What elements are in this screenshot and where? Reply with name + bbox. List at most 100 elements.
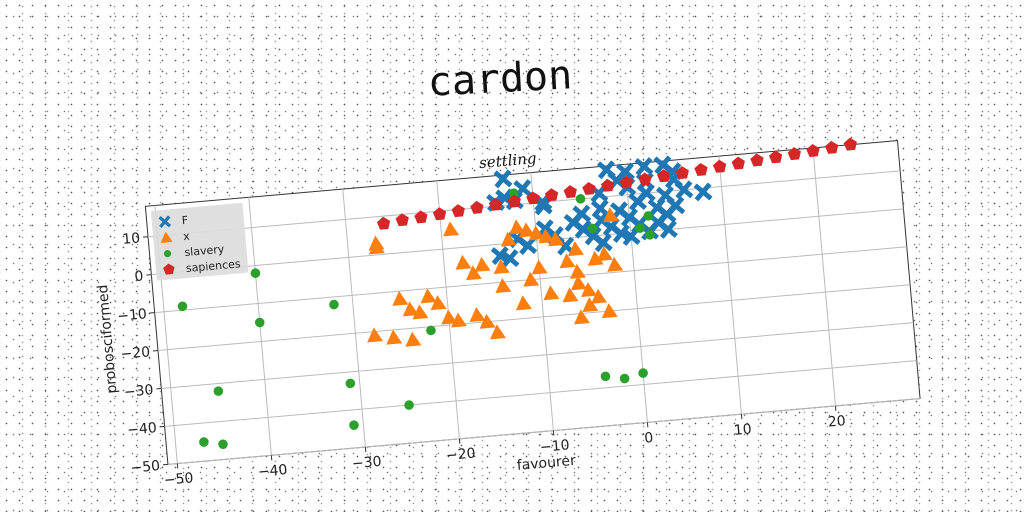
- data-point-x: [479, 313, 496, 329]
- data-point-x: [528, 225, 545, 241]
- data-point-sapiences: [806, 144, 820, 157]
- data-point-x: [581, 281, 597, 297]
- data-point-sapiences: [526, 191, 540, 205]
- x-tick-label: −30: [351, 454, 382, 473]
- x-grid-line: [342, 189, 366, 448]
- data-point-slavery: [635, 223, 645, 233]
- legend-marker-F: [158, 215, 172, 229]
- data-point-F: [500, 249, 520, 269]
- data-point-slavery: [619, 373, 630, 384]
- data-point-F: [596, 160, 616, 180]
- data-point-x: [500, 231, 517, 247]
- data-point-slavery: [349, 420, 359, 430]
- data-point-sapiences: [768, 150, 783, 164]
- plot-area: −50 −40 −30 −20 −10 0 10 20 −50 −40 −30 −20 −10 0 10 s…: [95, 137, 921, 489]
- data-point-sapiences: [582, 181, 596, 195]
- y-grid-line: [167, 398, 921, 465]
- data-point-slavery: [329, 299, 339, 310]
- data-point-x: [368, 239, 385, 255]
- x-tick-label: −20: [445, 446, 476, 465]
- data-point-x: [591, 288, 608, 304]
- data-point-x: [441, 309, 458, 325]
- data-point-sapiences: [451, 204, 465, 218]
- data-point-sapiences: [563, 185, 577, 199]
- data-point-F: [628, 192, 648, 211]
- data-point-x: [607, 256, 624, 272]
- legend-marker-x: [160, 231, 173, 243]
- x-grid-line: [530, 172, 554, 431]
- data-points: [177, 137, 857, 450]
- y-tick-label: 10: [122, 230, 141, 247]
- data-point-sapiences: [731, 156, 745, 170]
- legend-label: x: [183, 230, 191, 244]
- y-grid-line: [161, 322, 914, 389]
- data-point-x: [490, 324, 506, 340]
- data-point-x: [538, 228, 555, 244]
- data-point-x: [543, 285, 560, 301]
- y-grid-line: [157, 284, 911, 352]
- data-point-sapiences: [712, 159, 727, 173]
- x-tick-label: −40: [257, 462, 288, 481]
- data-point-F: [533, 196, 553, 216]
- data-point-x: [402, 301, 419, 317]
- data-point-x: [596, 246, 613, 262]
- data-point-sapiences: [619, 175, 633, 189]
- data-point-sapiences: [488, 197, 503, 211]
- x-axis-label: favourer: [516, 453, 576, 474]
- x-grid-line: [812, 147, 836, 406]
- data-point-slavery: [345, 378, 356, 389]
- data-point-sapiences: [675, 166, 689, 180]
- y-tick-label: 0: [134, 268, 144, 285]
- x-tick-label: −50: [163, 470, 194, 489]
- data-point-x: [569, 263, 586, 279]
- y-tick-label: −20: [120, 344, 151, 363]
- x-grid-line: [718, 156, 742, 415]
- series-sapiences-points: [376, 137, 857, 230]
- y-tick-label: −50: [130, 458, 161, 477]
- chart-title: cardon: [427, 52, 574, 105]
- y-axis-label: probosciformed: [95, 284, 120, 394]
- data-point-F: [621, 227, 641, 246]
- data-point-slavery: [508, 188, 519, 199]
- data-point-x: [405, 331, 422, 347]
- data-point-sapiences: [376, 216, 391, 230]
- data-point-x: [493, 259, 510, 275]
- data-point-slavery: [218, 439, 228, 450]
- data-point-slavery: [250, 268, 261, 278]
- series-x-points: [367, 207, 624, 347]
- data-point-x: [587, 250, 604, 266]
- data-point-x: [386, 329, 403, 345]
- data-point-sapiences: [395, 213, 409, 227]
- x-tick-label: 10: [733, 421, 752, 438]
- data-point-sapiences: [843, 137, 857, 151]
- data-point-sapiences: [638, 172, 652, 186]
- data-point-slavery: [645, 230, 655, 240]
- y-grid-line: [151, 208, 904, 276]
- data-point-sapiences: [544, 188, 559, 202]
- x-tick-label: 0: [644, 430, 654, 447]
- data-point-sapiences: [824, 140, 839, 154]
- data-point-x: [420, 288, 437, 304]
- legend-label: sapiences: [185, 257, 241, 275]
- y-tick-label: −40: [127, 420, 158, 439]
- data-point-F: [658, 219, 678, 239]
- data-point-sapiences: [787, 147, 801, 161]
- data-point-F: [674, 180, 694, 200]
- data-point-slavery: [254, 317, 265, 328]
- data-point-sapiences: [414, 210, 428, 224]
- data-point-x: [559, 253, 576, 269]
- data-point-slavery: [600, 371, 611, 382]
- data-point-sapiences: [432, 207, 447, 221]
- data-point-F: [616, 162, 635, 182]
- data-point-sapiences: [470, 200, 484, 214]
- chart-subtitle: settling: [478, 149, 537, 172]
- legend-label: F: [181, 214, 188, 228]
- data-point-slavery: [177, 301, 188, 312]
- data-point-x: [392, 290, 409, 306]
- data-point-F: [634, 157, 654, 176]
- data-point-sapiences: [694, 162, 708, 176]
- data-point-slavery: [199, 437, 209, 447]
- x-grid-line: [624, 164, 648, 423]
- data-point-x: [465, 265, 482, 281]
